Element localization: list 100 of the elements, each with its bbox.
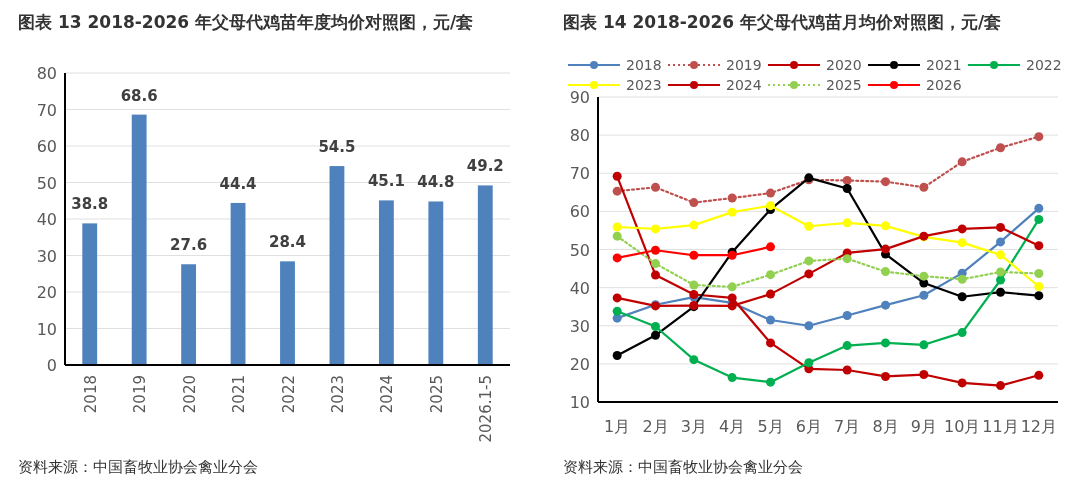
point — [957, 238, 967, 248]
point — [651, 182, 660, 192]
bar — [131, 114, 147, 365]
point — [651, 330, 660, 340]
point — [957, 378, 967, 388]
data-label: 68.6 — [120, 86, 158, 105]
x-tick-label: 6月 — [795, 417, 822, 436]
legend-label: 2022 — [1026, 57, 1062, 73]
point — [957, 224, 967, 234]
point — [919, 290, 929, 300]
data-label: 49.2 — [466, 157, 504, 176]
legend-label: 2023 — [626, 77, 662, 93]
point — [842, 175, 852, 185]
x-tick-label: 2025 — [427, 375, 446, 414]
point — [651, 224, 660, 234]
legend-label: 2025 — [826, 77, 862, 93]
x-tick-label: 2018 — [81, 375, 100, 414]
data-label: 28.4 — [268, 233, 307, 252]
point — [612, 293, 622, 303]
data-label: 44.4 — [219, 174, 257, 193]
y-tick-label: 70 — [36, 100, 57, 120]
point — [727, 207, 737, 217]
point — [919, 340, 929, 350]
point — [881, 300, 890, 310]
y-tick-label: 10 — [569, 393, 590, 412]
y-tick-label: 20 — [36, 283, 57, 302]
chart-title: 图表 13 2018-2026 年父母代鸡苗年度均价对照图，元/套 — [18, 12, 474, 32]
point — [1034, 214, 1044, 224]
y-tick-label: 40 — [569, 278, 590, 298]
y-tick-label: 60 — [569, 202, 590, 222]
point — [881, 371, 890, 381]
legend-label: 2018 — [626, 57, 662, 73]
y-tick-label: 50 — [36, 173, 57, 193]
point — [957, 292, 967, 302]
point — [996, 381, 1005, 391]
bar — [82, 223, 98, 365]
point — [689, 280, 699, 290]
point — [881, 244, 890, 254]
point — [612, 231, 622, 241]
point — [766, 289, 775, 299]
legend-label: 2021 — [926, 57, 962, 73]
point — [689, 250, 699, 260]
point — [804, 358, 814, 368]
point — [996, 287, 1005, 297]
x-tick-label: 10月 — [943, 417, 981, 436]
x-tick-label: 2020 — [180, 375, 199, 414]
point — [766, 315, 775, 325]
y-tick-label: 30 — [36, 246, 57, 266]
point — [996, 143, 1005, 153]
point — [651, 270, 660, 280]
legend-label: 2019 — [726, 57, 762, 73]
y-tick-label: 50 — [569, 240, 590, 260]
point — [881, 177, 890, 187]
point — [996, 275, 1005, 285]
point — [1034, 281, 1044, 291]
point — [766, 270, 775, 280]
point — [842, 218, 852, 228]
y-tick-label: 30 — [569, 316, 590, 336]
point — [881, 267, 890, 277]
point — [957, 274, 967, 284]
point — [727, 193, 737, 203]
point — [842, 184, 852, 193]
point — [651, 322, 660, 332]
y-tick-label: 20 — [569, 354, 590, 374]
y-tick-label: 90 — [569, 88, 590, 107]
point — [1034, 241, 1044, 251]
point — [727, 293, 737, 303]
point — [957, 157, 967, 167]
x-tick-label: 11月 — [982, 417, 1019, 436]
point — [804, 221, 814, 231]
y-tick-label: 10 — [36, 319, 57, 339]
point — [881, 338, 890, 348]
point — [689, 198, 699, 208]
point — [996, 267, 1005, 277]
x-tick-label: 2023 — [328, 375, 347, 414]
point — [612, 253, 622, 263]
point — [1034, 203, 1044, 213]
x-tick-label: 2021 — [230, 375, 249, 414]
point — [766, 188, 775, 198]
y-tick-label: 40 — [36, 210, 57, 229]
point — [804, 321, 814, 331]
bar — [280, 261, 295, 365]
legend-label: 2020 — [826, 57, 862, 73]
data-label: 27.6 — [170, 236, 208, 255]
data-label: 38.8 — [71, 195, 109, 214]
x-tick-label: 2019 — [131, 375, 150, 414]
y-tick-label: 60 — [36, 137, 57, 156]
bar — [329, 166, 345, 365]
y-tick-label: 0 — [46, 356, 57, 375]
data-label: 54.5 — [318, 138, 356, 157]
point — [766, 338, 775, 348]
data-label: 44.8 — [417, 173, 455, 192]
point — [612, 171, 622, 181]
bar — [230, 202, 246, 365]
point — [842, 365, 852, 375]
point — [1034, 132, 1044, 142]
point — [1034, 370, 1044, 380]
point — [727, 373, 737, 383]
point — [842, 341, 852, 351]
chart-title: 图表 14 2018-2026 年父母代鸡苗月均价对照图，元/套 — [563, 12, 1002, 32]
